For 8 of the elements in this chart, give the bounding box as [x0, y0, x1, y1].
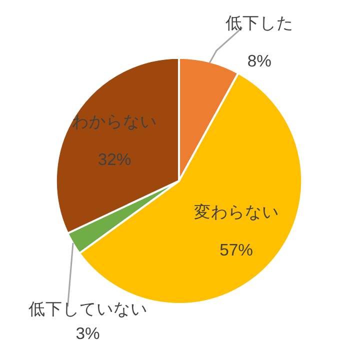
slice-label: 変わらない [194, 202, 279, 222]
slice-label: わからない [72, 112, 158, 131]
data-label: 8% [247, 52, 272, 71]
data-label: 3% [76, 324, 100, 343]
data-label: 57% [220, 240, 254, 260]
slice-label: 低下した [225, 14, 294, 33]
data-label: 32% [98, 150, 132, 169]
slice-label: 低下していない [28, 299, 148, 318]
